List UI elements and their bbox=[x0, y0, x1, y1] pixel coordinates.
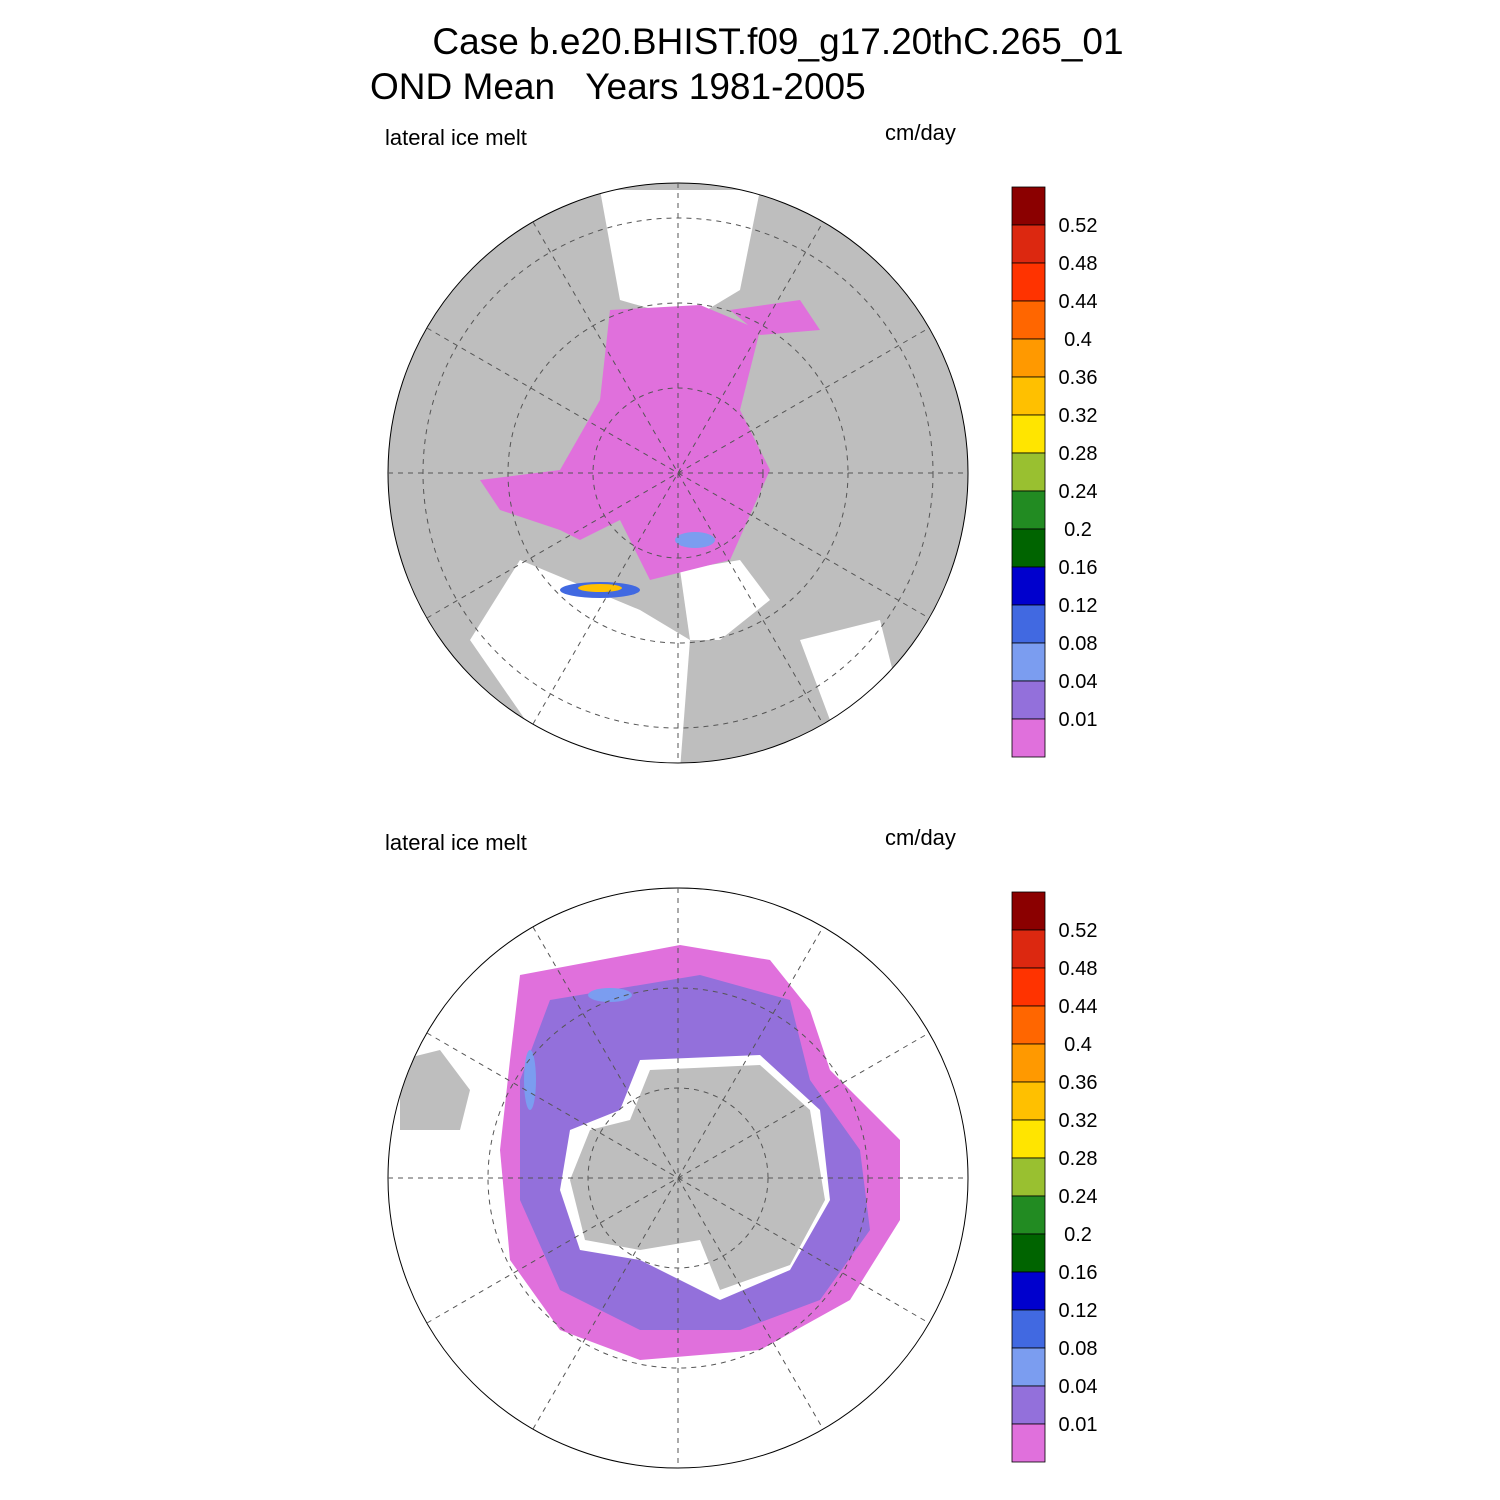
north-map bbox=[387, 182, 969, 764]
colorbar-box bbox=[1011, 1005, 1046, 1045]
colorbar-label: 0.08 bbox=[1059, 633, 1098, 655]
colorbar-box bbox=[1011, 1119, 1046, 1159]
colorbar-label: 0.44 bbox=[1059, 996, 1098, 1018]
colorbar-label: 0.12 bbox=[1059, 1300, 1098, 1322]
colorbar-box bbox=[1011, 680, 1046, 720]
colorbar-box bbox=[1011, 642, 1046, 682]
colorbar-box bbox=[1011, 604, 1046, 644]
colorbar-label: 0.52 bbox=[1059, 215, 1098, 237]
colorbar-label: 0.04 bbox=[1059, 671, 1098, 693]
colorbar-box bbox=[1011, 1423, 1046, 1463]
colorbar-label: 0.08 bbox=[1059, 1338, 1098, 1360]
colorbar-label: 0.52 bbox=[1059, 920, 1098, 942]
colorbar-label: 0.4 bbox=[1064, 329, 1092, 351]
units-label: cm/day bbox=[885, 120, 956, 145]
colorbar-label: 0.32 bbox=[1059, 1110, 1098, 1132]
colorbar-label: 0.12 bbox=[1059, 595, 1098, 617]
colorbar-box bbox=[1011, 528, 1046, 568]
colorbar-label: 0.48 bbox=[1059, 958, 1098, 980]
colorbar-box bbox=[1011, 967, 1046, 1007]
colorbar-label: 0.44 bbox=[1059, 291, 1098, 313]
colorbar-box bbox=[1011, 1385, 1046, 1425]
colorbar-label: 0.04 bbox=[1059, 1376, 1098, 1398]
panel-label: lateral ice melt bbox=[385, 125, 527, 150]
colorbar-box bbox=[1011, 718, 1046, 758]
colorbar-box bbox=[1011, 1157, 1046, 1197]
colorbar-box bbox=[1011, 1309, 1046, 1349]
colorbar-box bbox=[1011, 1233, 1046, 1273]
colorbar-label: 0.28 bbox=[1059, 443, 1098, 465]
subtitle: OND Mean Years 1981-2005 bbox=[370, 66, 866, 107]
colorbar-box bbox=[1011, 300, 1046, 340]
colorbar-label: 0.24 bbox=[1059, 481, 1098, 503]
colorbar-label: 0.01 bbox=[1059, 709, 1098, 731]
colorbar-label: 0.16 bbox=[1059, 1262, 1098, 1284]
colorbar-box bbox=[1011, 891, 1046, 931]
colorbar-box bbox=[1011, 1347, 1046, 1387]
colorbar-label: 0.48 bbox=[1059, 253, 1098, 275]
colorbar-box bbox=[1011, 1271, 1046, 1311]
colorbar-label: 0.16 bbox=[1059, 557, 1098, 579]
colorbar-box bbox=[1011, 414, 1046, 454]
colorbar-box bbox=[1011, 490, 1046, 530]
colorbar-box bbox=[1011, 338, 1046, 378]
colorbar-box bbox=[1011, 929, 1046, 969]
colorbar-box bbox=[1011, 186, 1046, 226]
colorbar-box bbox=[1011, 224, 1046, 264]
colorbar-label: 0.2 bbox=[1064, 519, 1092, 541]
colorbar-label: 0.32 bbox=[1059, 405, 1098, 427]
colorbar-box bbox=[1011, 262, 1046, 302]
colorbar-label: 0.4 bbox=[1064, 1034, 1092, 1056]
colorbar-label: 0.24 bbox=[1059, 1186, 1098, 1208]
colorbar-label: 0.28 bbox=[1059, 1148, 1098, 1170]
colorbar-box bbox=[1011, 1195, 1046, 1235]
colorbar-box bbox=[1011, 1081, 1046, 1121]
units-label: cm/day bbox=[885, 825, 956, 850]
colorbar-label: 0.01 bbox=[1059, 1414, 1098, 1436]
colorbar-label: 0.2 bbox=[1064, 1224, 1092, 1246]
colorbar-label: 0.36 bbox=[1059, 367, 1098, 389]
title: Case b.e20.BHIST.f09_g17.20thC.265_01 bbox=[432, 21, 1123, 62]
south-map bbox=[387, 887, 969, 1469]
colorbar-box bbox=[1011, 566, 1046, 606]
panel-label: lateral ice melt bbox=[385, 830, 527, 855]
colorbar-box bbox=[1011, 376, 1046, 416]
colorbar-box bbox=[1011, 452, 1046, 492]
colorbar-label: 0.36 bbox=[1059, 1072, 1098, 1094]
colorbar-box bbox=[1011, 1043, 1046, 1083]
